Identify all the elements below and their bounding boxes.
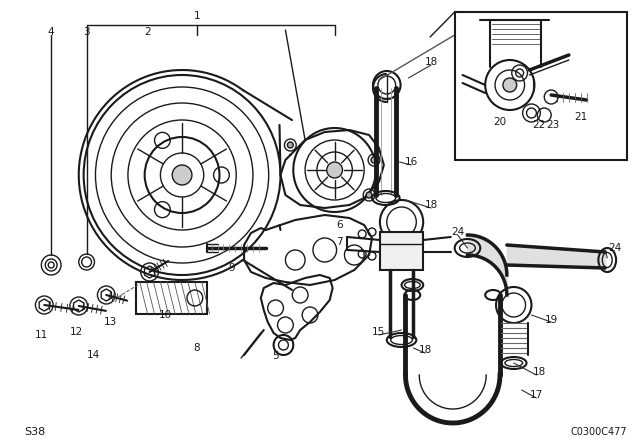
Text: 22: 22 — [532, 120, 546, 130]
Text: 3: 3 — [83, 27, 90, 37]
Text: 23: 23 — [547, 120, 560, 130]
Text: 9: 9 — [228, 263, 235, 273]
Bar — [454, 12, 627, 160]
Circle shape — [366, 192, 372, 198]
Bar — [136, 282, 207, 314]
Circle shape — [371, 157, 377, 163]
Circle shape — [287, 142, 293, 148]
Text: C0300C477: C0300C477 — [571, 427, 627, 437]
Text: 7: 7 — [336, 237, 343, 247]
Text: S38: S38 — [24, 427, 46, 437]
Text: 18: 18 — [532, 367, 546, 377]
Text: 8: 8 — [193, 343, 200, 353]
Text: 18: 18 — [424, 200, 438, 210]
Text: 13: 13 — [104, 317, 117, 327]
Text: 21: 21 — [574, 112, 588, 122]
Text: 11: 11 — [35, 330, 48, 340]
Text: 4: 4 — [48, 27, 54, 37]
Text: 24: 24 — [609, 243, 621, 253]
Text: 6: 6 — [336, 220, 343, 230]
Text: 17: 17 — [530, 390, 543, 400]
Text: 24: 24 — [451, 227, 464, 237]
Text: 18: 18 — [419, 345, 432, 355]
Text: 12: 12 — [70, 327, 83, 337]
Circle shape — [503, 78, 516, 92]
Text: 1: 1 — [193, 11, 200, 21]
Text: 18: 18 — [424, 57, 438, 67]
Text: 14: 14 — [87, 350, 100, 360]
Text: 15: 15 — [372, 327, 385, 337]
Text: 20: 20 — [493, 117, 506, 127]
Bar — [380, 232, 423, 270]
Text: 16: 16 — [404, 157, 418, 167]
Circle shape — [327, 162, 342, 178]
Text: 2: 2 — [144, 27, 151, 37]
Text: 5: 5 — [272, 351, 279, 361]
Circle shape — [172, 165, 192, 185]
Text: 10: 10 — [159, 310, 172, 320]
Text: 19: 19 — [545, 315, 558, 325]
